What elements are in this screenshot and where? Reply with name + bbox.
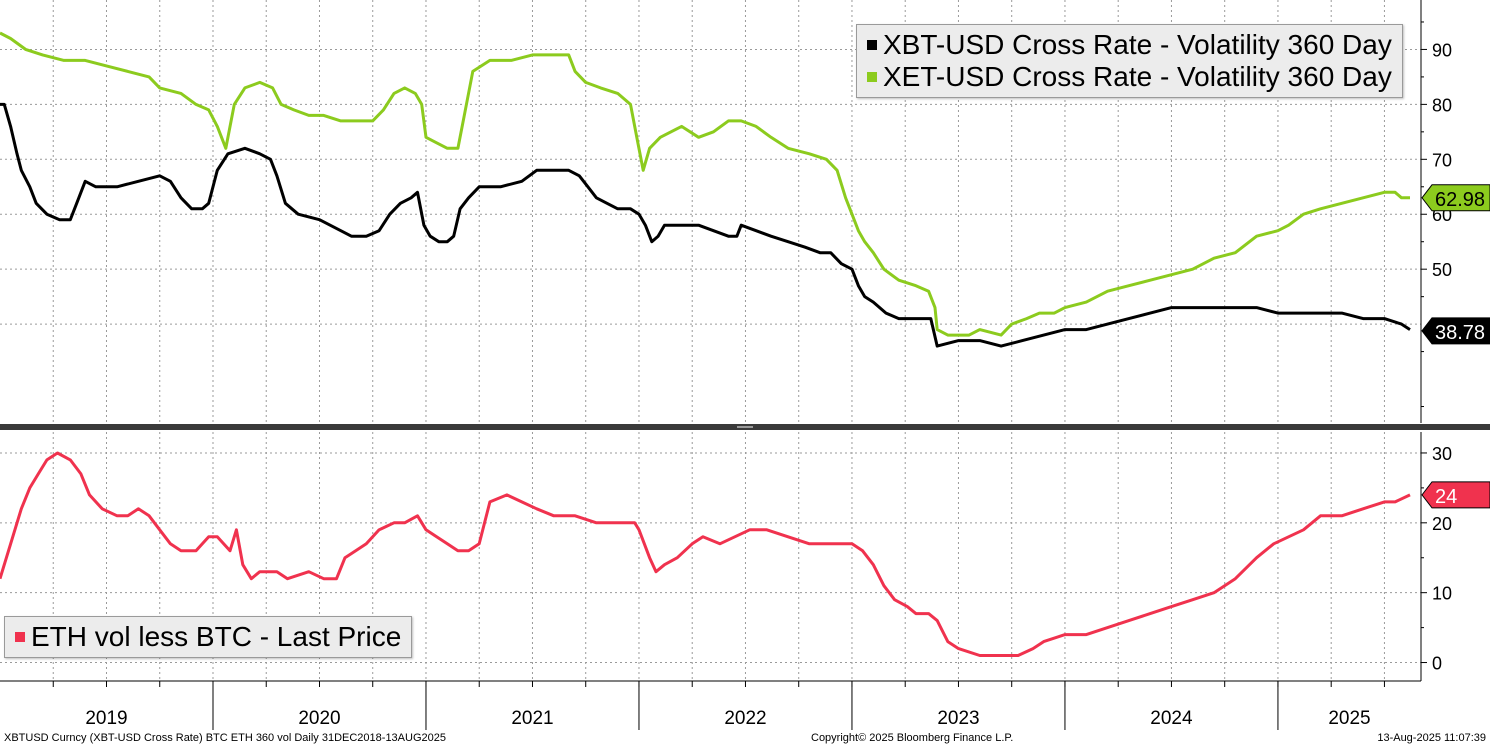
x-tick-label-2021: 2021: [511, 708, 553, 729]
legend-item-eth-less-btc: ETH vol less BTC - Last Price: [15, 621, 401, 653]
bottom-legend: ETH vol less BTC - Last Price: [4, 616, 413, 658]
x-tick-label-2019: 2019: [85, 708, 127, 729]
legend-swatch-xet: [867, 72, 877, 82]
x-tick-label-2020: 2020: [298, 708, 340, 729]
footer-copyright: Copyright© 2025 Bloomberg Finance L.P.: [811, 732, 1014, 744]
y-tick-label-top: 80: [1432, 95, 1452, 115]
legend-label-xet: XET-USD Cross Rate - Volatility 360 Day: [883, 61, 1392, 92]
legend-item-xbt: XBT-USD Cross Rate - Volatility 360 Day: [867, 29, 1392, 61]
y-tick-label-top: 50: [1432, 260, 1452, 280]
legend-swatch-eth-less-btc: [15, 632, 25, 642]
last-value-tag-eth-less-btc-bg: [1421, 481, 1490, 509]
legend-label-eth-less-btc: ETH vol less BTC - Last Price: [31, 621, 402, 652]
legend-item-xet: XET-USD Cross Rate - Volatility 360 Day: [867, 61, 1392, 93]
last-value-tag-xet-bg: [1421, 184, 1490, 212]
panel-separator-grip: [737, 426, 753, 428]
series-line-xbt: [0, 102, 1411, 348]
footer-timestamp: 13-Aug-2025 11:07:39: [1377, 732, 1486, 744]
x-tick-label-2022: 2022: [724, 708, 766, 729]
last-value-tag-xbt-bg: [1421, 317, 1490, 345]
y-tick-label-top: 90: [1432, 40, 1452, 60]
footer-source: XBTUSD Curncy (XBT-USD Cross Rate) BTC E…: [4, 732, 446, 744]
y-tick-label-bottom: 30: [1432, 444, 1452, 464]
series-line-xet: [0, 31, 1410, 337]
x-tick-label-2024: 2024: [1150, 708, 1193, 729]
x-tick-label-2025: 2025: [1328, 708, 1370, 729]
last-value-tag-xbt-text: 38.78: [1435, 322, 1485, 344]
top-legend: XBT-USD Cross Rate - Volatility 360 Day …: [856, 24, 1403, 98]
legend-label-xbt: XBT-USD Cross Rate - Volatility 360 Day: [883, 29, 1392, 60]
last-value-tag-eth-less-btc-text: 24: [1435, 486, 1457, 508]
y-tick-label-bottom: 0: [1432, 654, 1442, 674]
y-tick-label-bottom: 20: [1432, 514, 1452, 534]
last-value-tag-xet-text: 62.98: [1435, 189, 1485, 211]
x-tick-label-2023: 2023: [937, 708, 979, 729]
y-tick-label-bottom: 10: [1432, 584, 1452, 604]
legend-swatch-xbt: [867, 40, 877, 50]
y-tick-label-top: 70: [1432, 150, 1452, 170]
series-line-eth-less-btc: [0, 451, 1411, 657]
